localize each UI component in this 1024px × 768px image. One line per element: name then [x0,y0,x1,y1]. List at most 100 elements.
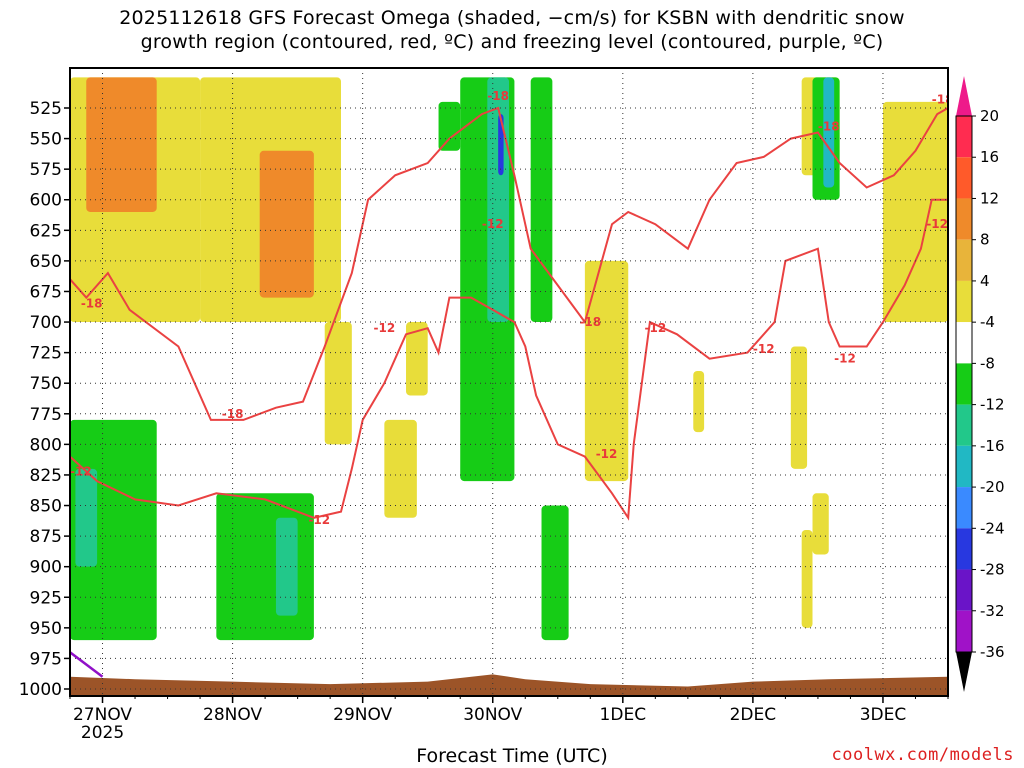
y-tick-label-625: 625 [30,221,62,241]
colorbar-bin-5 [956,322,972,364]
y-tick-label-925: 925 [30,588,62,608]
colorbar-label-12: -32 [980,602,1005,620]
colorbar-bin-8 [956,445,972,488]
colorbar-bin-6 [956,363,972,405]
colorbar-frame [955,115,973,653]
y-tick-label-850: 850 [30,497,62,517]
contour-label-11: -12 [753,342,775,356]
colorbar-bin-9 [956,487,972,529]
x-tick-label-3dec: 3DEC [860,705,907,725]
x-tick-label-1dec: 1DEC [600,705,647,725]
omega-region-26 [75,468,98,567]
omega-region-11 [530,77,553,323]
y-tick-label-1000: 1000 [19,680,62,700]
colorbar-label-3: 8 [980,231,990,249]
colorbar-bin-0 [956,116,972,158]
contour-label-14: -18 [932,92,954,106]
y-tick-label-525: 525 [30,99,62,119]
y-tick-label-975: 975 [30,649,62,669]
colorbar-label-8: -16 [980,437,1005,455]
colorbar-label-9: -20 [980,478,1005,496]
colorbar-bin-10 [956,528,972,570]
y-tick-label-650: 650 [30,252,62,272]
colorbar-label-4: 4 [980,272,990,290]
contour-label-5: -12 [70,464,92,478]
contour-label-12: -12 [834,352,856,366]
contour-label-7: -12 [374,321,396,335]
axes: 525 550 575 600 625 650 675 700 725 750 775 800 825 8… [19,67,949,743]
y-tick-label-950: 950 [30,619,62,639]
site-credit: coolwx.com/models [831,745,1014,765]
y-tick-label-800: 800 [30,435,62,455]
x-year-label: 2025 [81,723,124,743]
contour-label-8: -12 [482,217,504,231]
y-tick-label-700: 700 [30,313,62,333]
colorbar-bin-7 [956,404,972,446]
omega-region-1 [86,77,157,212]
omega-region-22 [926,101,943,151]
dgz-contour-minus18-0 [70,106,948,421]
colorbar-bin-2 [956,198,972,240]
y-tick-label-600: 600 [30,191,62,211]
y-tick-label-775: 775 [30,405,62,425]
colorbar-label-11: -28 [980,561,1005,579]
colorbar-over-triangle [956,76,972,116]
contour-label-9: -12 [596,447,618,461]
y-tick-label-825: 825 [30,466,62,486]
colorbar-bin-3 [956,239,972,281]
contour-label-2: -18 [487,89,509,103]
colorbar-label-2: 12 [980,189,999,207]
chart-title: 2025112618 GFS Forecast Omega (shaded, −… [0,6,1024,54]
omega-region-18 [790,346,808,469]
contour-label-6: -12 [308,513,330,527]
omega-region-17 [823,77,835,188]
omega-region-10 [438,101,461,151]
omega-region-3 [259,150,314,298]
x-tick-label-28nov: 28NOV [203,705,262,725]
chart-title-line-1: 2025112618 GFS Forecast Omega (shaded, −… [119,7,905,29]
y-tick-label-575: 575 [30,160,62,180]
y-tick-label-900: 900 [30,558,62,578]
x-tick-label-29nov: 29NOV [333,705,392,725]
omega-region-4 [324,322,352,445]
colorbar-label-10: -24 [980,519,1005,537]
chart-title-line-2: growth region (contoured, red, ºC) and f… [140,31,884,53]
colorbar-label-5: -4 [980,313,995,331]
omega-region-21 [882,101,948,323]
colorbar-bin-1 [956,157,972,199]
x-tick-label-30nov: 30NOV [463,705,522,725]
y-tick-label-675: 675 [30,282,62,302]
colorbar-bin-11 [956,569,972,611]
omega-region-14 [693,370,705,433]
y-tick-label-725: 725 [30,344,62,364]
omega-region-20 [801,529,813,628]
terrain-fill [70,674,948,696]
y-tick-label-550: 550 [30,130,62,150]
x-axis-title: Forecast Time (UTC) [416,745,608,767]
y-tick-label-875: 875 [30,527,62,547]
colorbar-bin-12 [956,610,972,652]
plot-frame [69,67,949,697]
omega-region-19 [812,493,829,555]
omega-region-6 [406,322,428,396]
contour-label-4: -18 [818,119,840,133]
freezing-level-contour [70,651,104,678]
contour-label-13: -12 [926,217,948,231]
x-tick-label-27nov: 27NOV [73,705,132,725]
y-tick-label-750: 750 [30,374,62,394]
omega-region-5 [384,419,417,518]
dgz-contour-minus12-1 [70,198,948,521]
colorbar-label-6: -8 [980,354,995,372]
omega-region-28 [275,517,298,616]
colorbar-label-13: -36 [980,643,1005,661]
colorbar-bin-4 [956,280,972,323]
colorbar: 20 16 12 8 4 -4 -8 -12 -16 -20 -24 -28 -32 -36 [955,76,1005,692]
x-tick-label-2dec: 2DEC [730,705,777,725]
colorbar-under-triangle [956,652,972,692]
colorbar-label-0: 20 [980,107,999,125]
colorbar-label-1: 16 [980,148,999,166]
omega-region-9 [498,114,504,176]
omega-region-13 [584,260,629,482]
plot-area: -18-18-18-18-18-12-12-12-12-12-12-12-12-… [70,68,954,696]
